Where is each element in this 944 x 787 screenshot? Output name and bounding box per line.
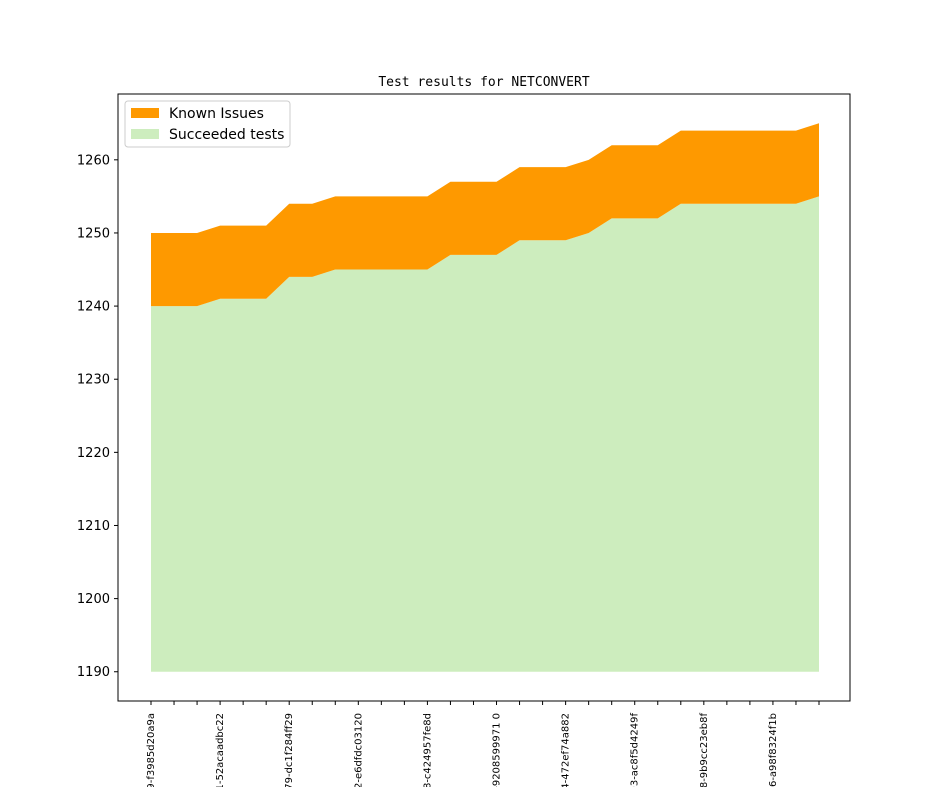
chart-title: Test results for NETCONVERT [378,75,589,90]
legend-swatch-known-issues [131,108,159,118]
x-tick-label: 2-e6dfdc03120 [353,713,364,787]
y-tick-label: 1260 [77,153,110,168]
x-tick-label: 2-9208599971 0 [492,713,503,787]
y-tick-label: 1240 [77,300,110,315]
x-tick-label: 4-472ef74a882 [561,713,572,787]
x-tick-label: 18-9b9cc23eb8f [699,713,710,787]
x-tick-label: 9-f3985d20a9a [146,713,157,787]
legend-label-known-issues: Known Issues [169,106,264,122]
y-tick-label: 1210 [77,519,110,534]
x-tick-label: 1-52acaadbc22 [215,713,226,787]
area-layer [151,123,819,672]
y-tick-label: 1200 [77,592,110,607]
x-tick-label: 93-ac8f5d4249f [630,713,641,787]
legend-label-succeeded-tests: Succeeded tests [169,127,284,143]
x-tick-label: 8-c424957fe8d [422,713,433,787]
y-tick-label: 1220 [77,446,110,461]
y-axis: 1190 1200 1210 1220 1230 1240 1250 1260 [77,153,118,680]
y-tick-label: 1190 [77,665,110,680]
area-succeeded-tests [151,196,819,672]
y-tick-label: 1250 [77,226,110,241]
y-tick-label: 1230 [77,373,110,388]
area-known-issues [151,123,819,307]
x-tick-label: 79-dc1f284ff29 [284,713,295,787]
legend-box [124,100,291,148]
x-axis: 9-f3985d20a9a 1-52acaadbc22 79-dc1f284ff29… [146,701,820,787]
x-tick-label: 06-a98f8324f1b [768,713,779,787]
legend-swatch-succeeded-tests [131,129,159,139]
plot-frame [117,93,851,702]
legend: Known Issues Succeeded tests [124,100,291,148]
